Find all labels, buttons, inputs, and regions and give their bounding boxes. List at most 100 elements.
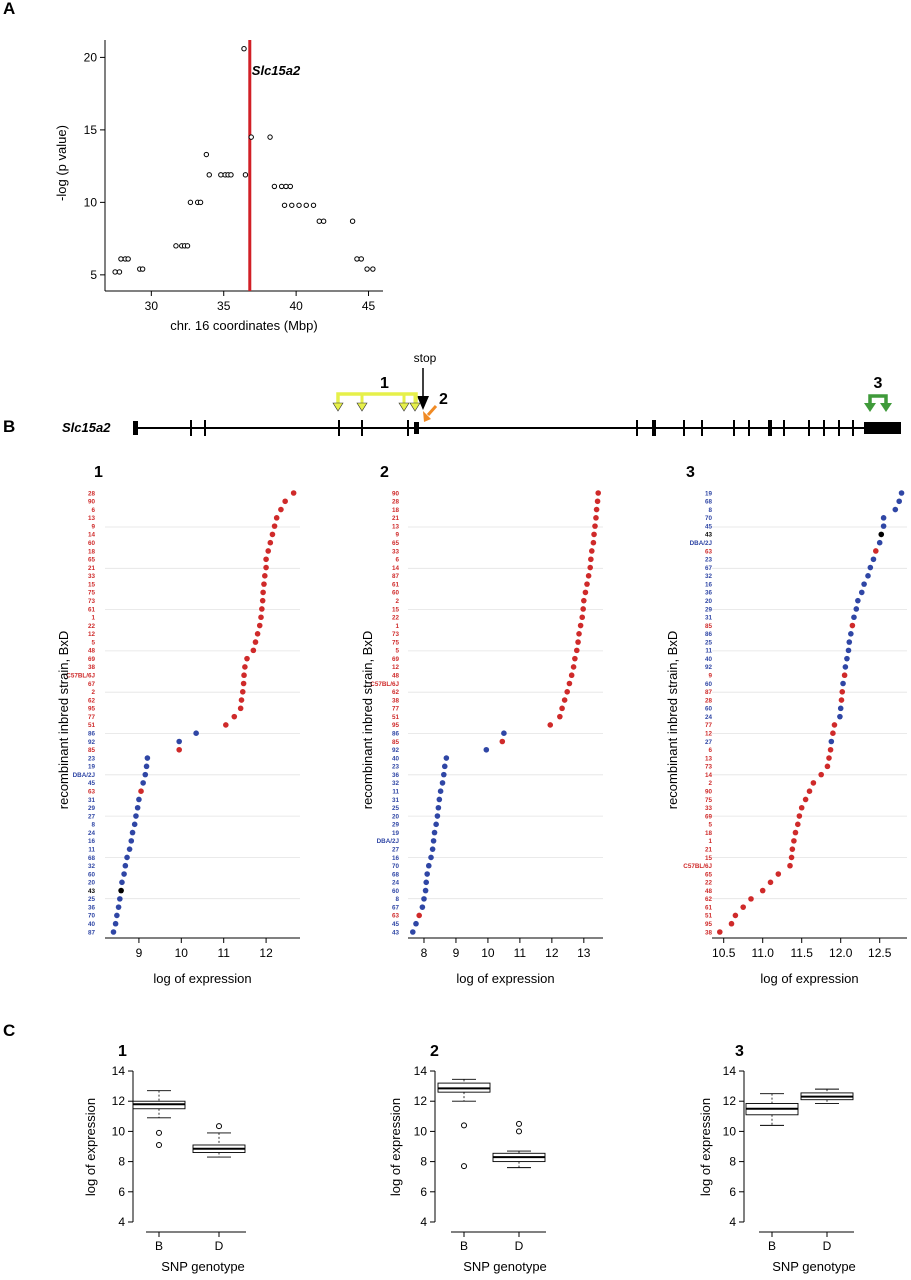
strain-label: 87 — [392, 573, 400, 580]
strain-expression-point — [258, 614, 264, 621]
strain-expression-point — [431, 829, 438, 836]
association-point — [267, 134, 273, 140]
strain-label: 92 — [392, 747, 400, 754]
x-tick-label: 10 — [175, 946, 189, 960]
panel-a-y-axis-title: -log (p value) — [54, 125, 69, 201]
strain-expression-point — [424, 871, 430, 877]
strain-label: 40 — [392, 755, 400, 762]
strain-expression-point — [237, 705, 244, 712]
strain-label: 28 — [88, 490, 96, 497]
strain-expression-point — [590, 539, 597, 546]
strain-expression-point — [114, 912, 120, 919]
strain-expression-point — [429, 846, 436, 852]
association-point — [184, 243, 191, 249]
y-tick-label: 4 — [118, 1215, 125, 1229]
y-tick-label: 12 — [112, 1094, 126, 1108]
x-tick-label: 13 — [577, 946, 591, 960]
association-point — [206, 172, 212, 178]
strain-expression-point — [263, 556, 269, 563]
y-tick-label: 6 — [118, 1185, 125, 1199]
strain-expression-point — [791, 838, 797, 844]
strain-expression-point — [831, 722, 838, 728]
strain-expression-point — [896, 498, 902, 505]
exon-block — [823, 420, 825, 436]
strain-label: 43 — [88, 888, 96, 895]
category-label: D — [515, 1239, 524, 1253]
strain-label: DBA/2J — [377, 838, 400, 845]
y-tick-label: 15 — [84, 123, 98, 137]
strain-label: 31 — [88, 797, 96, 804]
strain-expression-point — [566, 680, 573, 687]
x-tick-label: 11 — [217, 946, 230, 960]
y-tick-label: 14 — [723, 1064, 737, 1078]
exon-block — [838, 420, 840, 436]
strain-label: 86 — [392, 731, 400, 738]
strain-expression-point — [428, 854, 434, 861]
strain-expression-point — [728, 920, 735, 927]
strain-expression-point — [880, 523, 887, 529]
strain-label: 29 — [392, 822, 400, 829]
strain-label: 12 — [88, 631, 96, 638]
strain-expression-point — [252, 639, 259, 645]
x-tick-label: 12 — [545, 946, 559, 960]
dotplot-3-y-axis-title: recombinant inbred strain, BxD — [665, 631, 680, 809]
strain-label: 29 — [705, 606, 713, 613]
strain-expression-point — [842, 664, 849, 670]
strain-label: 33 — [705, 805, 713, 812]
strain-expression-point — [240, 680, 247, 687]
strain-expression-point — [892, 506, 899, 513]
strain-label: 77 — [705, 722, 713, 729]
strain-label: 87 — [705, 689, 713, 696]
exon-block — [338, 420, 340, 436]
strain-label: 92 — [705, 664, 713, 671]
strain-expression-point — [870, 556, 877, 563]
strain-expression-point — [238, 697, 245, 703]
strain-label: 31 — [705, 615, 713, 622]
strain-expression-point — [124, 854, 130, 861]
strain-label: 18 — [392, 507, 400, 514]
strain-label: 75 — [392, 639, 400, 646]
strain-expression-point — [176, 738, 182, 745]
strain-expression-point — [501, 730, 507, 737]
strain-label: 95 — [88, 706, 96, 713]
strain-expression-point — [262, 573, 268, 579]
strain-label: 2 — [395, 598, 399, 605]
strain-label: 51 — [392, 714, 400, 721]
association-point — [118, 256, 124, 262]
strain-expression-point — [430, 838, 437, 844]
y-tick-label: 8 — [420, 1155, 427, 1169]
strain-expression-point — [278, 506, 284, 513]
strain-label: 23 — [88, 755, 96, 762]
exon-block — [652, 420, 656, 436]
boxplot-1-x-axis-title: SNP genotype — [161, 1259, 245, 1274]
outlier-point — [516, 1120, 522, 1127]
strain-expression-point — [117, 896, 123, 902]
y-tick-label: 6 — [729, 1185, 736, 1199]
strain-expression-point — [259, 606, 265, 612]
strain-label: 5 — [91, 639, 95, 646]
y-tick-label: 10 — [84, 195, 98, 209]
strain-label: 5 — [708, 822, 712, 829]
strain-expression-point — [591, 531, 597, 538]
strain-expression-point — [263, 564, 269, 571]
strain-label: 22 — [392, 615, 400, 622]
strain-expression-point — [557, 713, 563, 720]
dotplot-1-y-axis-title: recombinant inbred strain, BxD — [56, 631, 71, 809]
strain-label: 90 — [392, 490, 400, 497]
panel-b-letter: B — [3, 417, 15, 436]
strain-expression-point — [880, 515, 887, 521]
strain-label: 32 — [88, 863, 96, 870]
strain-label: 18 — [88, 548, 96, 555]
strain-label: 77 — [392, 706, 400, 713]
y-tick-label: 8 — [118, 1155, 125, 1169]
strain-expression-point — [239, 688, 246, 695]
y-tick-label: 12 — [414, 1094, 428, 1108]
strain-label: 21 — [392, 515, 400, 522]
strain-label: 8 — [708, 507, 712, 514]
strain-expression-point — [589, 548, 595, 554]
strain-expression-point — [131, 821, 138, 828]
strain-label: 73 — [705, 764, 713, 771]
strain-label: 63 — [705, 548, 713, 555]
strain-expression-point — [592, 523, 598, 529]
